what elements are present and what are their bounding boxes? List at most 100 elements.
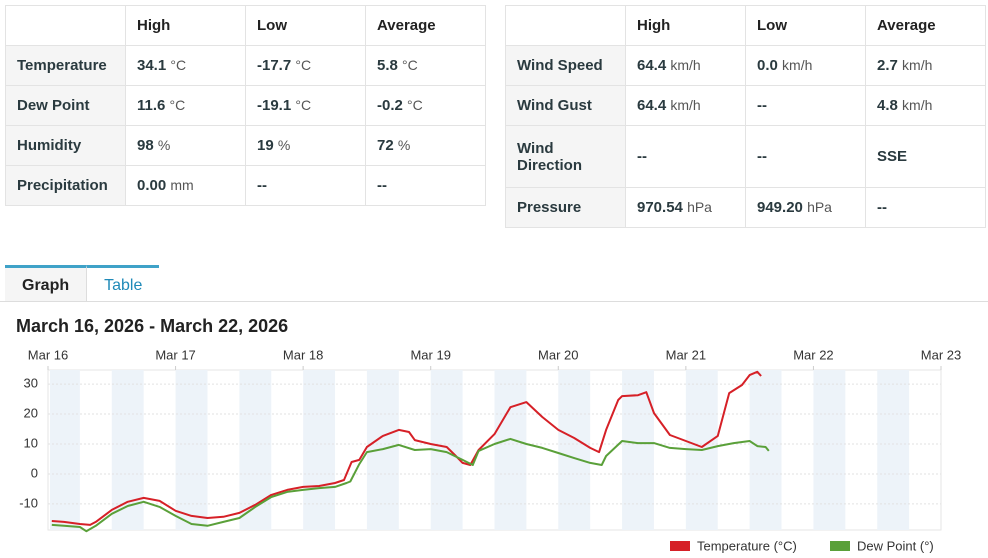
header-cell: Average	[865, 5, 986, 46]
cell-unit: hPa	[807, 199, 832, 215]
row-label: Wind Direction	[505, 125, 626, 188]
cell-value: --	[877, 199, 887, 216]
legend-label: Temperature (°C)	[697, 538, 797, 553]
cell-value: 949.20	[757, 199, 803, 216]
table-cell: -19.1 °C	[245, 85, 366, 126]
x-tick-label: Mar 23	[921, 347, 961, 362]
cell-unit: °C	[169, 97, 186, 113]
row-label: Dew Point	[5, 85, 126, 126]
x-tick-label: Mar 22	[793, 347, 833, 362]
header-row: High Low Average	[505, 5, 986, 46]
x-tick-label: Mar 18	[283, 347, 323, 362]
cell-value: --	[257, 177, 267, 194]
cell-value: 64.4	[637, 57, 667, 74]
cell-value: 4.8	[877, 97, 898, 114]
table-row: Precipitation 0.00 mm -- --	[5, 165, 486, 206]
table-row: Temperature 34.1 °C -17.7 °C 5.8 °C	[5, 45, 486, 86]
table-cell: 0.00 mm	[125, 165, 246, 206]
shaded-band	[175, 370, 208, 530]
table-row: Pressure 970.54 hPa 949.20 hPa --	[505, 187, 986, 228]
table-cell: 64.4 km/h	[625, 45, 746, 86]
legend-swatch	[830, 541, 850, 551]
table-row: Wind Speed 64.4 km/h 0.0 km/h 2.7 km/h	[505, 45, 986, 86]
cell-value: 19	[257, 137, 274, 154]
y-tick-label: 0	[31, 465, 38, 480]
tab-bar: Graph Table	[5, 265, 160, 301]
y-tick-label: -10	[19, 495, 38, 510]
cell-unit: mm	[170, 177, 194, 193]
table-cell: 4.8 km/h	[865, 85, 986, 126]
table-cell: -0.2 °C	[365, 85, 486, 126]
shaded-band	[749, 370, 782, 530]
table-cell: --	[365, 165, 486, 206]
cell-unit: km/h	[670, 97, 701, 113]
cell-unit: km/h	[782, 57, 813, 73]
cell-value: 98	[137, 137, 154, 154]
cell-value: 0.0	[757, 57, 778, 74]
shaded-band	[813, 370, 846, 530]
shaded-band	[622, 370, 654, 530]
summary-table: High Low Average Temperature 34.1 °C -17.7 °C…	[5, 5, 486, 206]
tab[interactable]: Table	[87, 265, 160, 301]
cell-value: -19.1	[257, 97, 292, 114]
y-tick-label: 30	[24, 376, 38, 391]
divider	[0, 301, 988, 302]
data-line	[51, 437, 770, 533]
row-label: Temperature	[5, 45, 126, 86]
header-cell: Low	[245, 5, 366, 46]
table-cell: 5.8 °C	[365, 45, 486, 86]
row-label: Pressure	[505, 187, 626, 228]
summary-table: High Low Average Wind Speed 64.4 km/h 0.0 km/…	[505, 5, 986, 228]
cell-value: 34.1	[137, 57, 167, 74]
cell-value: 72	[377, 137, 394, 154]
cell-unit: %	[157, 137, 171, 153]
table-row: Dew Point 11.6 °C -19.1 °C -0.2 °C	[5, 85, 486, 126]
x-tick-label: Mar 21	[666, 347, 706, 362]
cell-unit: °C	[295, 97, 312, 113]
shaded-band	[50, 370, 80, 530]
cell-value: 970.54	[637, 199, 683, 216]
shaded-band	[494, 370, 527, 530]
cell-unit: %	[277, 137, 291, 153]
table-row: Humidity 98 % 19 % 72 %	[5, 125, 486, 166]
chart: -10 0 10 20 30 Mar 16 Mar 17 Mar 18 Mar 19 Mar 20…	[19, 347, 961, 553]
row-label: Wind Gust	[505, 85, 626, 126]
table-cell: 2.7 km/h	[865, 45, 986, 86]
header-row: High Low Average	[5, 5, 486, 46]
shaded-band	[239, 370, 272, 530]
table-cell: 11.6 °C	[125, 85, 246, 126]
cell-unit: hPa	[687, 199, 712, 215]
cell-value: --	[637, 148, 647, 165]
table-cell: -17.7 °C	[245, 45, 366, 86]
x-tick-label: Mar 20	[538, 347, 578, 362]
tab[interactable]: Graph	[5, 265, 88, 301]
cell-value: --	[757, 148, 767, 165]
table-cell: 19 %	[245, 125, 366, 166]
legend-label: Dew Point (°)	[857, 538, 934, 553]
table-row: Wind Direction -- -- SSE	[505, 125, 986, 188]
cell-unit: km/h	[902, 97, 933, 113]
row-label: Precipitation	[5, 165, 126, 206]
shaded-band	[303, 370, 336, 530]
cell-value: --	[377, 177, 387, 194]
cell-unit: °C	[170, 57, 187, 73]
shaded-band	[877, 370, 910, 530]
table-cell: 34.1 °C	[125, 45, 246, 86]
table-cell: 949.20 hPa	[745, 187, 866, 228]
table-cell: 98 %	[125, 125, 246, 166]
cell-unit: %	[397, 137, 411, 153]
legend-swatch	[670, 541, 690, 551]
cell-value: 5.8	[377, 57, 398, 74]
table-cell: --	[745, 125, 866, 188]
cell-unit: °C	[402, 57, 418, 73]
table-cell: 970.54 hPa	[625, 187, 746, 228]
header-cell: Average	[365, 5, 486, 46]
header-cell	[505, 5, 626, 46]
cell-unit: °C	[407, 97, 423, 113]
table-cell: 64.4 km/h	[625, 85, 746, 126]
data-line	[51, 370, 762, 526]
header-cell: High	[625, 5, 746, 46]
cell-unit: km/h	[670, 57, 701, 73]
cell-value: 0.00	[137, 177, 167, 194]
table-cell: 72 %	[365, 125, 486, 166]
